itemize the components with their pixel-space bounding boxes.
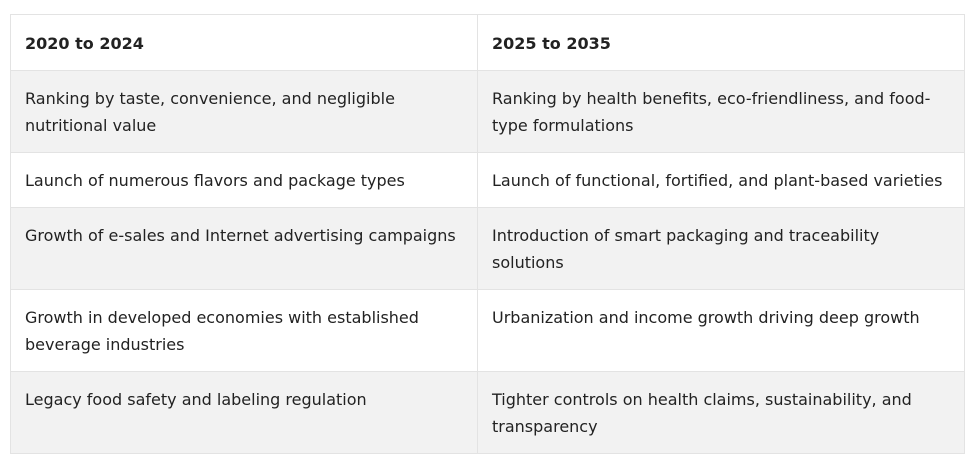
header-period-2020-2024: 2020 to 2024 [10, 14, 478, 71]
table-cell: Urbanization and income growth driving d… [477, 289, 965, 372]
table-cell: Introduction of smart packaging and trac… [477, 207, 965, 290]
table-header-row: 2020 to 2024 2025 to 2035 [10, 14, 965, 71]
table-cell: Launch of numerous flavors and package t… [10, 152, 478, 208]
header-period-2025-2035: 2025 to 2035 [477, 14, 965, 71]
comparison-table: 2020 to 2024 2025 to 2035 Ranking by tas… [10, 14, 965, 454]
table-row: Growth of e-sales and Internet advertisi… [10, 207, 965, 290]
table-cell: Ranking by health benefits, eco-friendli… [477, 70, 965, 153]
comparison-table-container: 2020 to 2024 2025 to 2035 Ranking by tas… [10, 14, 965, 454]
table-cell: Tighter controls on health claims, susta… [477, 371, 965, 454]
table-row: Legacy food safety and labeling regulati… [10, 371, 965, 454]
table-cell: Launch of functional, fortified, and pla… [477, 152, 965, 208]
table-cell: Growth of e-sales and Internet advertisi… [10, 207, 478, 290]
table-cell: Legacy food safety and labeling regulati… [10, 371, 478, 454]
table-row: Ranking by taste, convenience, and negli… [10, 70, 965, 153]
table-row: Growth in developed economies with estab… [10, 289, 965, 372]
table-row: Launch of numerous flavors and package t… [10, 152, 965, 208]
table-cell: Growth in developed economies with estab… [10, 289, 478, 372]
table-cell: Ranking by taste, convenience, and negli… [10, 70, 478, 153]
